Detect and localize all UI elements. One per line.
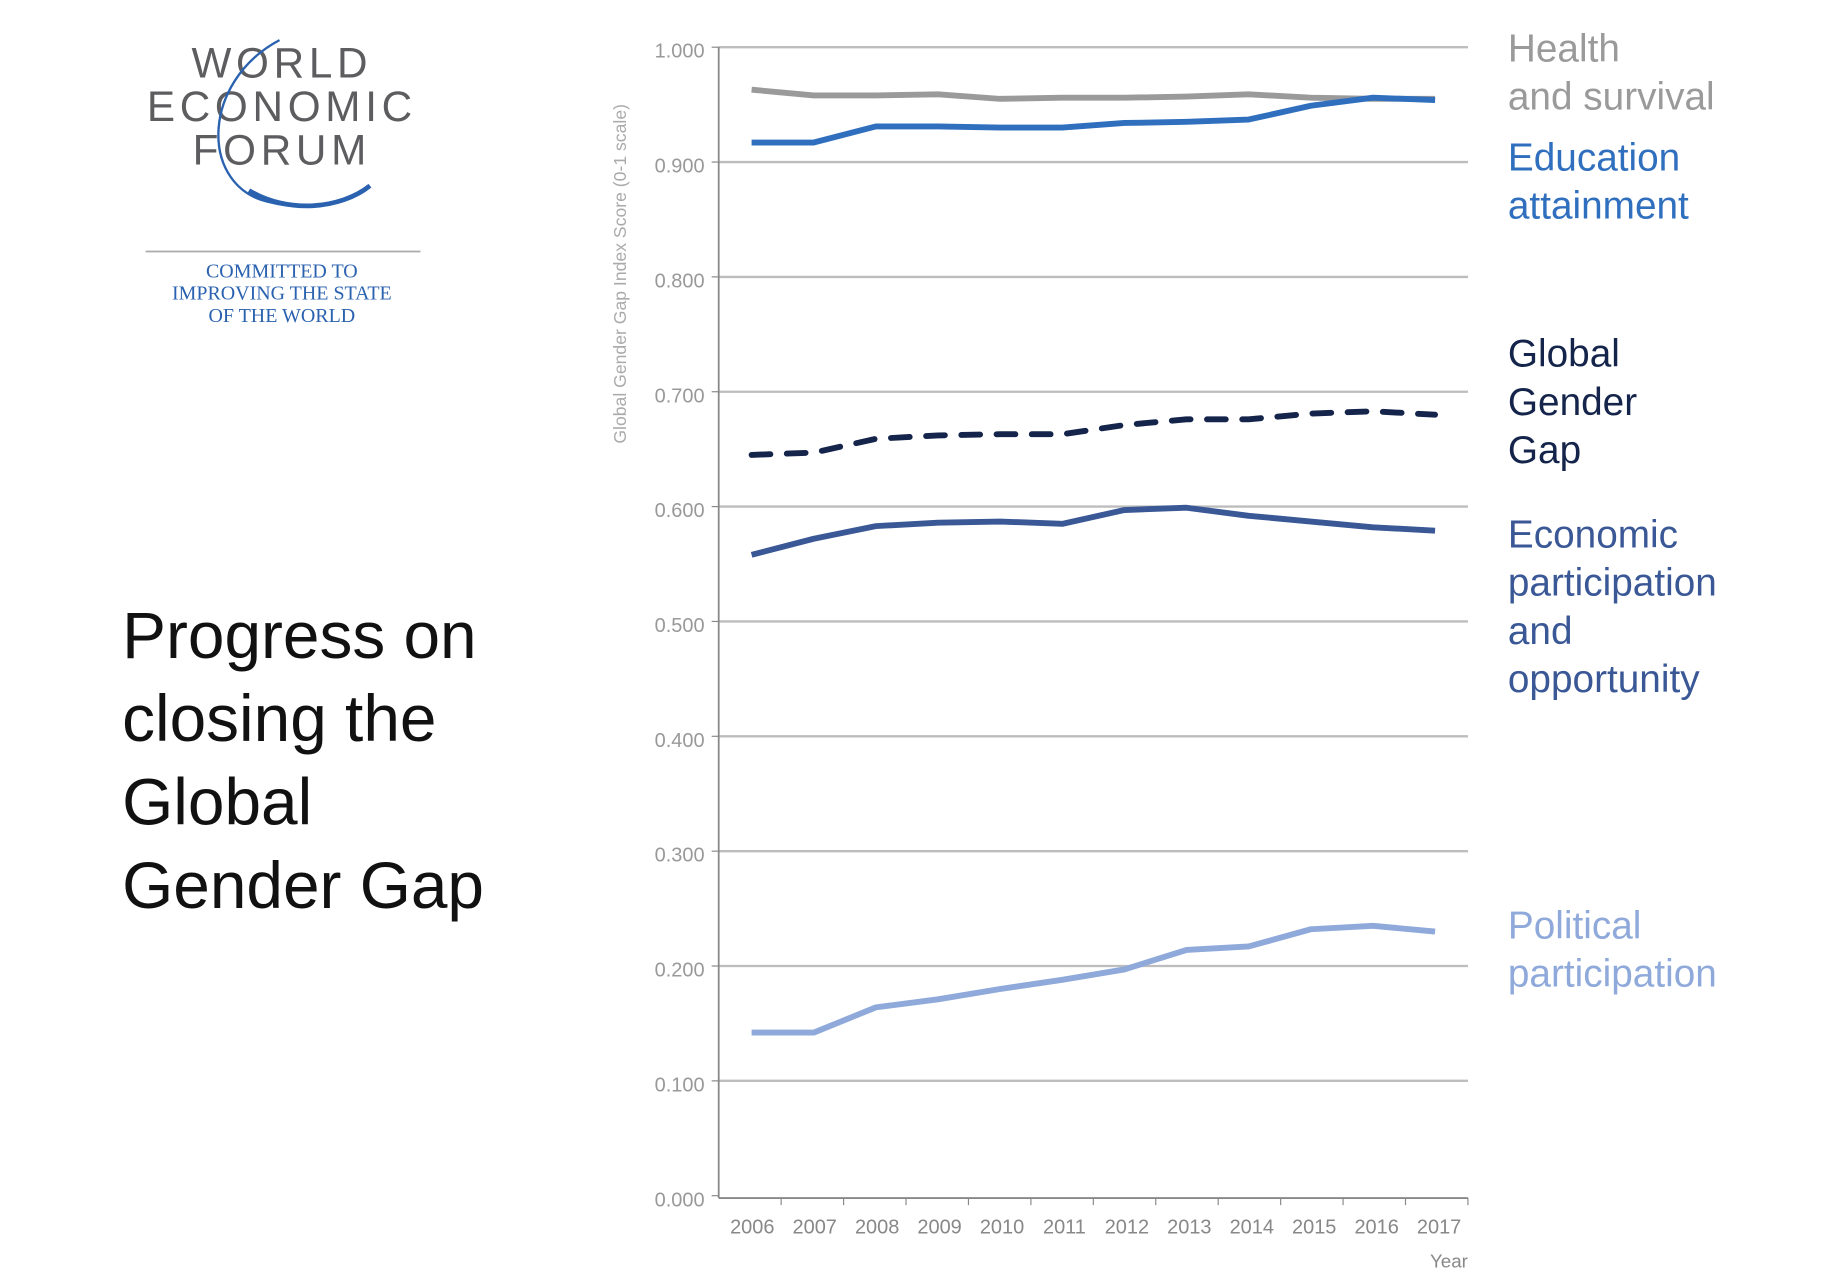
logo-line-1: WORLD	[191, 40, 372, 87]
wef-logo: WORLD ECONOMIC FORUM COMMITTED TO IMPROV…	[145, 39, 421, 327]
x-tick-label: 2017	[1417, 1216, 1461, 1238]
y-tick-label: 0.000	[655, 1189, 705, 1211]
legend-label: Political	[1508, 905, 1642, 948]
legend-label: participation	[1508, 562, 1717, 605]
line-chart: 0.000 0.100 0.200 0.300 0.400 0.500 0.600 0.700…	[610, 27, 1717, 1271]
title-line-3: Global	[122, 765, 312, 839]
series-line	[751, 86, 1436, 102]
legend-label: opportunity	[1508, 658, 1700, 701]
y-tick-label: 0.100	[655, 1074, 705, 1096]
series-lines	[748, 86, 1439, 1036]
y-tick-label: 0.600	[655, 500, 705, 522]
legend: Health and survival Education attainment Glo…	[1508, 27, 1717, 995]
legend-label: attainment	[1508, 185, 1689, 228]
y-tick-label: 1.000	[655, 41, 705, 63]
x-tick-label: 2012	[1105, 1216, 1149, 1238]
x-tick-label: 2015	[1292, 1216, 1336, 1238]
gridlines	[718, 46, 1468, 1083]
legend-label: Education	[1508, 136, 1680, 179]
legend-label: Health	[1508, 27, 1620, 70]
page-title: Progress on closing the Global Gender Ga…	[122, 598, 484, 922]
legend-label: and	[1508, 610, 1573, 653]
x-tick-label: 2016	[1354, 1216, 1398, 1238]
x-axis-ticks: 2006 2007 2008 2009 2010 2011 2012 2013 2014 2015…	[730, 1198, 1469, 1238]
x-tick-label: 2011	[1043, 1216, 1086, 1238]
legend-label: Economic	[1508, 513, 1678, 556]
series-line	[751, 922, 1436, 1036]
legend-label: Global	[1508, 333, 1620, 376]
x-tick-label: 2009	[917, 1216, 961, 1238]
tagline-line-3: OF THE WORLD	[208, 305, 355, 327]
y-tick-label: 0.700	[655, 385, 705, 407]
logo-line-3: FORUM	[193, 127, 371, 174]
x-tick-label: 2014	[1230, 1216, 1274, 1238]
y-tick-label: 0.500	[655, 615, 705, 637]
tagline-line-1: COMMITTED TO	[206, 260, 358, 282]
x-axis-label: Year	[1430, 1250, 1468, 1271]
y-axis-ticks: 0.000 0.100 0.200 0.300 0.400 0.500 0.600 0.700…	[655, 41, 719, 1211]
x-tick-label: 2013	[1167, 1216, 1211, 1238]
legend-label: participation	[1508, 953, 1717, 996]
y-tick-label: 0.200	[655, 960, 705, 982]
legend-label: and survival	[1508, 75, 1715, 118]
series-line	[748, 408, 1439, 458]
y-tick-label: 0.800	[655, 270, 705, 292]
y-axis-label: Global Gender Gap Index Score (0-1 scale…	[610, 104, 630, 444]
title-line-1: Progress on	[122, 598, 477, 672]
y-tick-label: 0.400	[655, 730, 705, 752]
x-tick-label: 2006	[730, 1216, 774, 1238]
series-line	[751, 94, 1436, 146]
title-line-4: Gender Gap	[122, 848, 484, 922]
series-line	[750, 504, 1436, 558]
title-line-2: closing the	[122, 681, 436, 755]
logo-arc-accent-icon	[247, 183, 372, 209]
x-tick-label: 2007	[793, 1216, 837, 1238]
legend-label: Gender	[1508, 381, 1637, 424]
tagline-line-2: IMPROVING THE STATE	[172, 283, 392, 305]
y-tick-label: 0.900	[655, 156, 705, 178]
y-tick-label: 0.300	[655, 845, 705, 867]
logo-line-2: ECONOMIC	[147, 83, 417, 130]
x-tick-label: 2010	[980, 1216, 1024, 1238]
legend-label: Gap	[1508, 429, 1581, 472]
x-tick-label: 2008	[855, 1216, 899, 1238]
